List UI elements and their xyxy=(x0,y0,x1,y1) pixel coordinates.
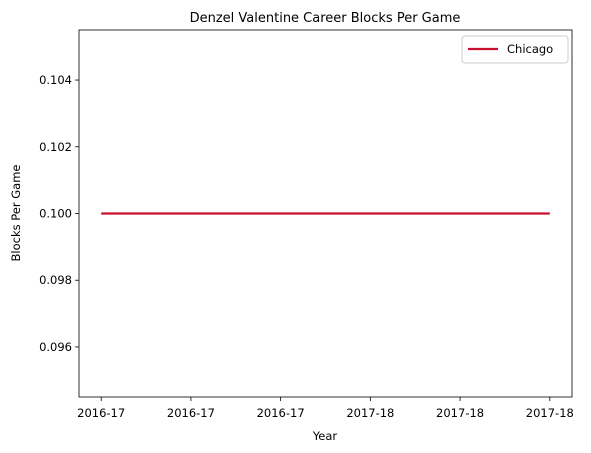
chart-title: Denzel Valentine Career Blocks Per Game xyxy=(190,11,461,26)
y-tick-label: 0.102 xyxy=(39,140,72,154)
y-axis-ticks: 0.096 0.098 0.100 0.102 0.104 xyxy=(39,73,79,354)
legend: Chicago xyxy=(461,35,569,64)
x-tick-label: 2016-17 xyxy=(167,406,215,420)
y-tick-label: 0.096 xyxy=(39,340,72,354)
y-tick-label: 0.098 xyxy=(39,273,72,287)
x-axis-label: Year xyxy=(312,429,338,443)
y-tick-label: 0.100 xyxy=(39,207,72,221)
x-axis-ticks: 2016-17 2016-17 2016-17 2017-18 2017-18 2017-… xyxy=(77,397,574,420)
legend-label-chicago: Chicago xyxy=(507,42,553,56)
x-tick-label: 2016-17 xyxy=(77,406,125,420)
y-axis-label: Blocks Per Game xyxy=(9,165,23,262)
x-tick-label: 2016-17 xyxy=(257,406,305,420)
y-tick-label: 0.104 xyxy=(39,73,72,87)
x-tick-label: 2017-18 xyxy=(526,406,574,420)
x-tick-label: 2017-18 xyxy=(346,406,394,420)
x-tick-label: 2017-18 xyxy=(436,406,484,420)
legend-box xyxy=(461,35,569,64)
